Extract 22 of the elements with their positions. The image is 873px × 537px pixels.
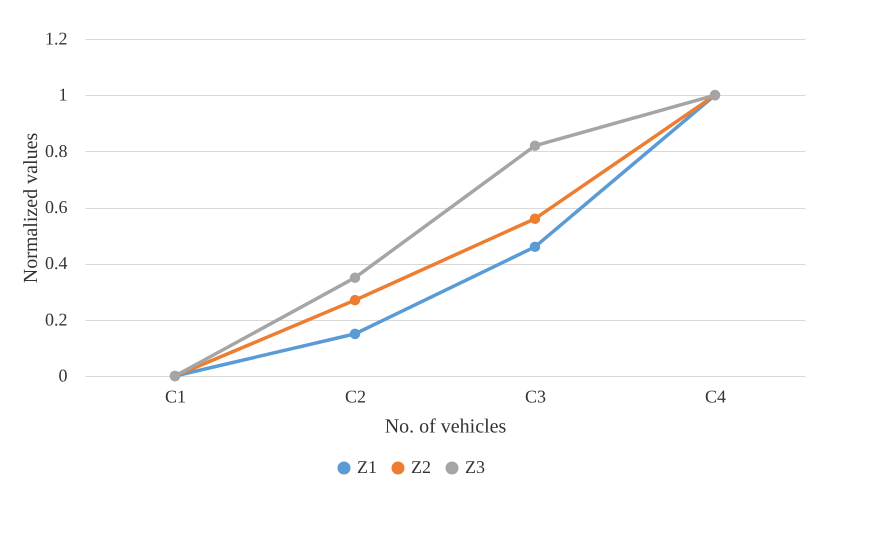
y-tick-label: 0.4 bbox=[45, 253, 68, 274]
x-tick-label: C4 bbox=[704, 386, 726, 406]
x-tick-label: C3 bbox=[524, 386, 546, 406]
y-axis-title: Normalized values bbox=[20, 132, 42, 284]
point bbox=[350, 294, 360, 306]
point bbox=[530, 242, 540, 252]
y-tick-label: 1 bbox=[58, 84, 68, 105]
y-tick-label: 0.8 bbox=[45, 140, 68, 161]
y-tick-label: 0.2 bbox=[45, 309, 68, 330]
point bbox=[530, 140, 540, 151]
y-tick-label: 0 bbox=[58, 366, 68, 386]
point bbox=[350, 328, 360, 340]
point bbox=[350, 272, 360, 283]
x-axis-title: No. of vehicles bbox=[384, 416, 507, 438]
legend-label: Z1 bbox=[357, 457, 377, 477]
x-tick-label: C2 bbox=[344, 386, 366, 406]
y-tick-label: 0.6 bbox=[45, 197, 68, 217]
y-tick-label: 1.2 bbox=[45, 28, 68, 48]
point bbox=[530, 214, 540, 224]
legend-label: Z3 bbox=[465, 457, 485, 477]
x-tick-label: C1 bbox=[164, 386, 186, 406]
legend-label: Z2 bbox=[411, 457, 431, 477]
